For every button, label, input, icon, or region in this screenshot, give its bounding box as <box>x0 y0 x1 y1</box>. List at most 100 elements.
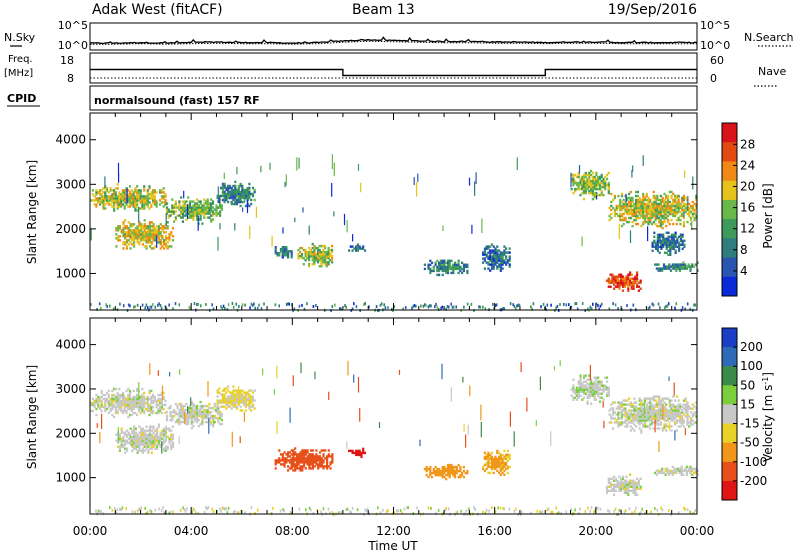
echo-cell <box>136 449 139 452</box>
echo-cell <box>304 453 307 456</box>
echo-cell <box>643 208 647 212</box>
echo-cell <box>643 216 647 220</box>
echo-cell <box>188 200 192 203</box>
echo-cell <box>217 418 220 422</box>
echo-cell <box>278 252 281 255</box>
echo-cell <box>188 204 192 207</box>
echo-cell <box>159 431 162 434</box>
echo-cell <box>125 447 129 450</box>
ground-cell <box>650 510 652 514</box>
echo-cell <box>586 402 589 405</box>
echo-cell <box>171 212 174 215</box>
echo-cell <box>210 414 213 418</box>
echo-cell <box>490 249 494 252</box>
ground-cell <box>241 303 244 307</box>
echo-cell <box>686 212 689 216</box>
echo-cell <box>129 229 132 232</box>
echo-cell <box>154 233 157 236</box>
echo-cell <box>306 451 309 454</box>
echo-cell <box>677 196 680 200</box>
echo-cell <box>221 401 224 404</box>
ground-cell <box>581 302 584 305</box>
echo-cell <box>658 239 661 243</box>
echo-cell <box>501 267 504 270</box>
echo-cell <box>653 239 656 243</box>
echo-cell <box>656 405 659 408</box>
ground-cell <box>628 507 631 511</box>
echo-cell <box>163 243 166 246</box>
ground-cell <box>384 306 387 310</box>
echo-cell <box>311 242 314 246</box>
ground-cell <box>169 510 172 514</box>
echo-cell <box>176 420 179 424</box>
ground-cell <box>484 511 487 515</box>
echo-cell <box>582 185 586 189</box>
echo-cell <box>608 413 611 416</box>
echo-cell <box>663 237 667 241</box>
sparse-cell <box>618 223 620 240</box>
echo-cell <box>136 239 139 242</box>
echo-cell <box>134 441 137 444</box>
echo-cell <box>244 409 247 412</box>
echo-cell <box>95 205 98 208</box>
echo-cell <box>677 399 680 402</box>
sparse-cell <box>471 224 473 234</box>
sparse-cell <box>197 215 199 231</box>
echo-cell <box>327 465 330 468</box>
echo-cell <box>656 241 659 245</box>
echo-cell <box>638 198 641 202</box>
echo-cell <box>311 246 314 250</box>
echo-cell <box>678 467 681 471</box>
echo-cell <box>668 417 671 420</box>
echo-cell <box>120 395 123 399</box>
echo-cell <box>640 210 643 214</box>
ground-cell <box>172 307 174 311</box>
echo-cell <box>619 401 622 404</box>
sparse-cell <box>419 439 421 447</box>
echo-cell <box>116 411 119 415</box>
echo-cell <box>201 212 204 215</box>
echo-cell <box>234 200 237 204</box>
echo-cell <box>218 196 221 200</box>
echo-cell <box>620 200 624 204</box>
echo-cell <box>157 235 160 238</box>
echo-cell <box>642 403 645 406</box>
ground-cell <box>232 305 235 309</box>
echo-cell <box>645 411 648 414</box>
echo-cell <box>636 483 639 486</box>
echo-cell <box>654 216 657 220</box>
echo-cell <box>138 229 141 232</box>
echo-cell <box>90 403 93 407</box>
echo-cell <box>626 425 629 428</box>
echo-cell <box>620 194 624 198</box>
echo-cell <box>120 399 123 403</box>
echo-cell <box>590 390 593 393</box>
echo-cell <box>459 473 462 477</box>
echo-cell <box>150 205 153 208</box>
echo-cell <box>114 401 117 405</box>
echo-cell <box>605 279 609 282</box>
echo-cell <box>575 394 579 397</box>
echo-cell <box>116 399 119 403</box>
echo-cell <box>628 409 631 412</box>
echo-cell <box>649 417 652 420</box>
echo-cell <box>169 404 172 408</box>
echo-cell <box>586 386 589 389</box>
echo-cell <box>241 190 244 194</box>
echo-cell <box>127 387 130 391</box>
ground-cell <box>165 307 168 311</box>
echo-cell <box>107 403 110 407</box>
echo-cell <box>163 435 166 438</box>
ground-cell <box>470 302 473 306</box>
ground-cell <box>96 307 98 311</box>
echo-cell <box>582 388 586 391</box>
echo-cell <box>684 411 687 414</box>
echo-cell <box>206 408 209 412</box>
echo-cell <box>148 227 152 230</box>
echo-cell <box>201 410 204 414</box>
echo-cell <box>629 273 632 276</box>
echo-cell <box>299 467 302 470</box>
echo-cell <box>237 401 240 404</box>
echo-cell <box>674 212 677 216</box>
echo-cell <box>159 399 162 403</box>
